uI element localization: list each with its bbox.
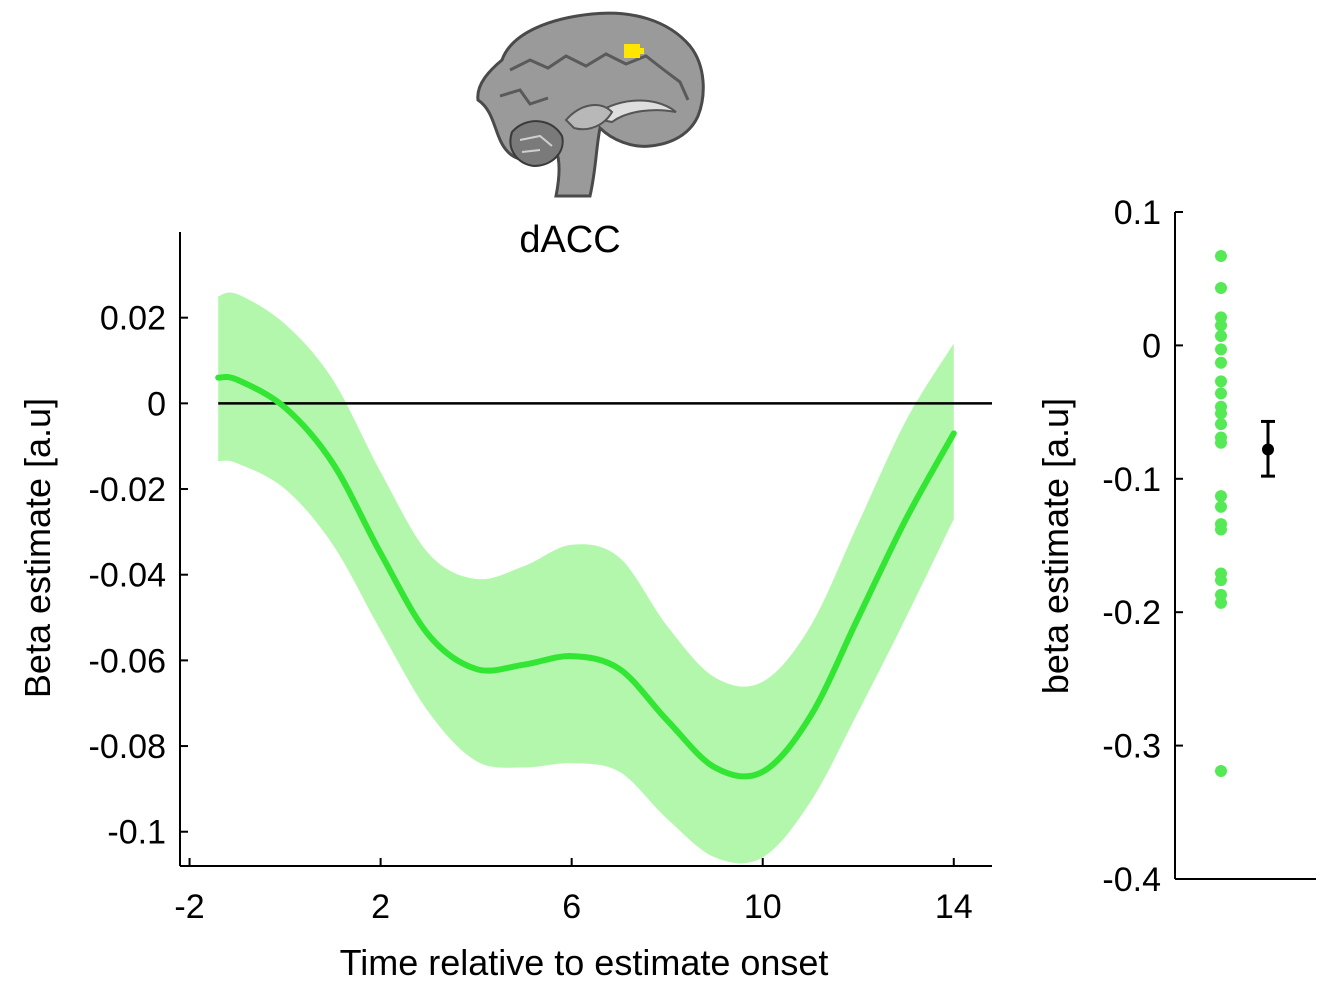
x-tick-label: 10	[744, 888, 782, 926]
data-point	[1215, 418, 1227, 431]
line-chart: 0.02 0 -0.02 -0.04 -0.06 -0.08 -0.1 -2 2 6 10 14 d…	[17, 219, 992, 981]
scatter-y-tick-label: 0	[1142, 327, 1161, 365]
y-tick-label: -0.08	[89, 728, 167, 766]
mean-line	[215, 373, 957, 780]
confidence-band	[218, 292, 954, 864]
data-point	[1215, 523, 1227, 536]
mean-point	[1262, 443, 1274, 456]
data-point	[1215, 356, 1227, 369]
mean-errorbar	[1261, 419, 1275, 478]
scatter-y-axis-title: beta estimate [a.u]	[1035, 398, 1076, 694]
data-point	[1215, 764, 1227, 777]
scatter-y-tick-label: -0.1	[1102, 461, 1161, 499]
data-point	[1215, 343, 1227, 356]
x-tick-label: 2	[371, 888, 390, 926]
x-axis-ticks: -2 2 6 10 14	[174, 858, 973, 926]
data-point	[1215, 319, 1227, 332]
scatter-y-tick-label: -0.4	[1102, 861, 1161, 899]
y-axis-ticks: 0.02 0 -0.02 -0.04 -0.06 -0.08 -0.1	[89, 300, 188, 852]
data-point	[1215, 490, 1227, 503]
data-point	[1215, 596, 1227, 609]
data-point	[1215, 500, 1227, 513]
y-tick-label: 0.02	[100, 300, 166, 338]
data-point	[1215, 387, 1227, 400]
chart-title: dACC	[519, 219, 620, 261]
y-tick-label: -0.04	[89, 557, 167, 595]
scatter-y-tick-label: -0.2	[1102, 594, 1161, 632]
scatter-y-tick-label: -0.3	[1102, 728, 1161, 766]
data-point	[1215, 330, 1227, 343]
data-point	[1215, 375, 1227, 388]
scatter-y-axis-ticks: 0.1 0 -0.1 -0.2 -0.3 -0.4	[1102, 194, 1183, 899]
y-tick-label: -0.06	[89, 642, 167, 680]
y-axis-title: Beta estimate [a.u]	[17, 398, 58, 698]
data-point	[1215, 407, 1227, 420]
scatter-y-tick-label: 0.1	[1114, 194, 1161, 232]
y-tick-label: 0	[147, 385, 166, 423]
x-tick-label: -2	[174, 888, 204, 926]
x-axis-title: Time relative to estimate onset	[340, 942, 829, 981]
data-point	[1215, 250, 1227, 263]
data-point	[1215, 574, 1227, 587]
brain-sagittal-image	[476, 11, 705, 198]
data-point	[1215, 282, 1227, 295]
scatter-chart: 0.1 0 -0.1 -0.2 -0.3 -0.4 beta estimate [a.u]	[1035, 194, 1316, 899]
y-tick-label: -0.02	[89, 471, 167, 509]
x-tick-label: 6	[562, 888, 581, 926]
y-tick-label: -0.1	[107, 814, 166, 852]
scatter-points	[1215, 250, 1227, 777]
data-point	[1215, 436, 1227, 449]
x-tick-label: 14	[935, 888, 973, 926]
